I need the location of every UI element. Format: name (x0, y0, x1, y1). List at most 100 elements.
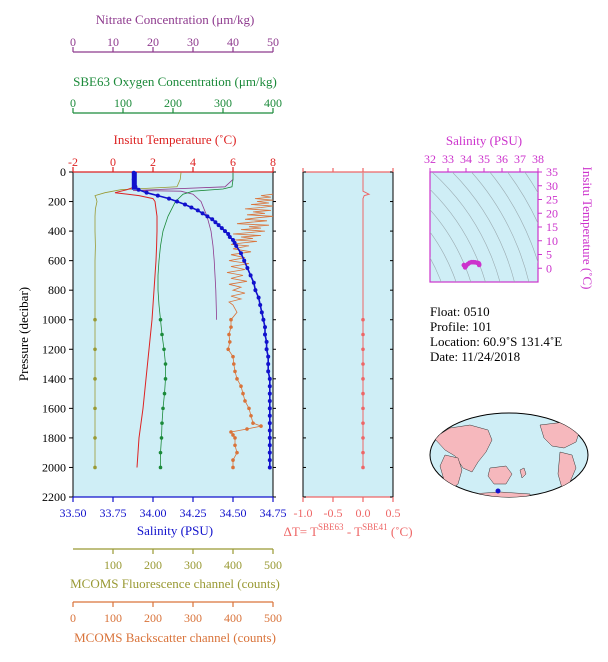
backscatter-point (228, 340, 232, 344)
salinity-point (175, 199, 179, 204)
salinity-axis-label: Salinity (PSU) (137, 523, 213, 538)
pressure-tick-label: 1600 (42, 401, 66, 415)
fluorescence-tick-label: 300 (184, 558, 202, 572)
nitrate-tick-label: 20 (147, 35, 159, 49)
salinity-point (183, 202, 187, 207)
salinity-point (205, 214, 210, 219)
salinity-point (267, 465, 272, 470)
fluorescence-point (93, 465, 97, 470)
ts-xtick-label: 36 (496, 152, 508, 166)
oxygen-point (160, 332, 164, 337)
ts-xtick-label: 34 (460, 152, 472, 166)
dt-tick-label: -0.5 (324, 506, 343, 520)
backscatter-point (245, 427, 249, 431)
dt-tick-label: 0.5 (386, 506, 401, 520)
salinity-tick-label: 33.75 (100, 506, 127, 520)
salinity-point (239, 251, 243, 256)
salinity-point (267, 458, 272, 463)
ts-ytick-label: 25 (546, 193, 558, 207)
temperature-tick-label: 4 (190, 155, 196, 169)
dt-point (361, 317, 365, 322)
oxygen-tick-label: 100 (114, 96, 132, 110)
backscatter-axis-label: MCOMS Backscatter channel (counts) (74, 630, 276, 645)
salinity-point (232, 240, 237, 245)
salinity-point (245, 266, 250, 271)
oxygen-point (158, 317, 163, 322)
pressure-tick-label: 600 (48, 254, 66, 268)
pressure-tick-label: 2000 (42, 460, 66, 474)
oxygen-tick-label: 300 (214, 96, 232, 110)
dt-point (361, 347, 365, 352)
salinity-tick-label: 34.25 (180, 506, 207, 520)
backscatter-point (235, 377, 239, 381)
backscatter-point (229, 317, 233, 322)
ts-xtick-label: 37 (514, 152, 526, 166)
oxygen-point (163, 377, 168, 381)
dt-point (361, 377, 365, 381)
temperature-tick-label: 0 (110, 155, 116, 169)
asia-europe-landmass (433, 424, 493, 473)
ts-xtick-label: 33 (442, 152, 454, 166)
pressure-tick-label: 1200 (42, 342, 66, 356)
dt-line (362, 172, 371, 468)
salinity-point (210, 217, 215, 222)
ts-ytick-label: 10 (546, 234, 558, 248)
temperature-tick-label: 2 (150, 155, 156, 169)
salinity-point (267, 398, 272, 403)
ts-xtick-label: 38 (532, 152, 544, 166)
dt-point (361, 406, 365, 411)
fluorescence-point (93, 436, 97, 440)
backscatter-point (241, 391, 245, 396)
ts-plot-area (429, 171, 539, 283)
temperature-axis-label: Insitu Temperature (˚C) (113, 132, 236, 147)
backscatter-point (226, 347, 230, 352)
nitrate-tick-label: 0 (70, 35, 76, 49)
backscatter-point (249, 413, 253, 418)
dt-axis-label-part: SBE41 (362, 522, 388, 532)
oxygen-point (158, 465, 163, 470)
ts-ytick-label: 30 (546, 179, 558, 193)
salinity-point (213, 220, 218, 225)
salinity-point (266, 354, 271, 359)
nitrate-tick-label: 50 (267, 35, 279, 49)
pressure-tick-label: 1800 (42, 431, 66, 445)
salinity-point (267, 450, 272, 455)
profile-plot-area (72, 171, 274, 498)
salinity-point (251, 280, 256, 285)
backscatter-point (235, 450, 239, 455)
pressure-tick-label: 1400 (42, 372, 66, 386)
backscatter-tick-label: 500 (264, 611, 282, 625)
dt-point (361, 421, 365, 425)
float-location-marker (495, 488, 501, 494)
salinity-point (263, 325, 267, 330)
dt-point (361, 436, 365, 440)
salinity-point (259, 310, 264, 315)
pressure-tick-label: 0 (60, 165, 66, 179)
ts-salinity-label: Salinity (PSU) (446, 133, 522, 148)
ts-ytick-label: 20 (546, 206, 558, 220)
salinity-point (267, 384, 272, 389)
dt-tick-label: -1.0 (294, 506, 313, 520)
fluorescence-tick-label: 100 (104, 558, 122, 572)
salinity-point (216, 223, 221, 228)
fluorescence-point (93, 377, 97, 381)
ts-ytick-label: 0 (546, 261, 552, 275)
fluorescence-tick-label: 500 (264, 558, 282, 572)
backscatter-point (239, 384, 243, 389)
salinity-point (167, 196, 171, 201)
antarctica-landmass (469, 491, 531, 497)
temperature-tick-label: 8 (270, 155, 276, 169)
fluorescence-point (93, 317, 97, 322)
fluorescence-point (93, 406, 97, 411)
nitrate-tick-label: 10 (107, 35, 119, 49)
pressure-tick-label: 2200 (42, 490, 66, 504)
salinity-point (242, 258, 247, 263)
profile-number-text: Profile: 101 (430, 319, 492, 334)
oxygen-point (160, 421, 164, 425)
salinity-tick-label: 33.50 (60, 506, 87, 520)
salinity-point (144, 190, 149, 195)
dt-tick-label: 0.0 (356, 506, 371, 520)
salinity-point (226, 232, 231, 237)
ts-temperature-label: Insitu Temperature (˚C) (580, 166, 595, 289)
